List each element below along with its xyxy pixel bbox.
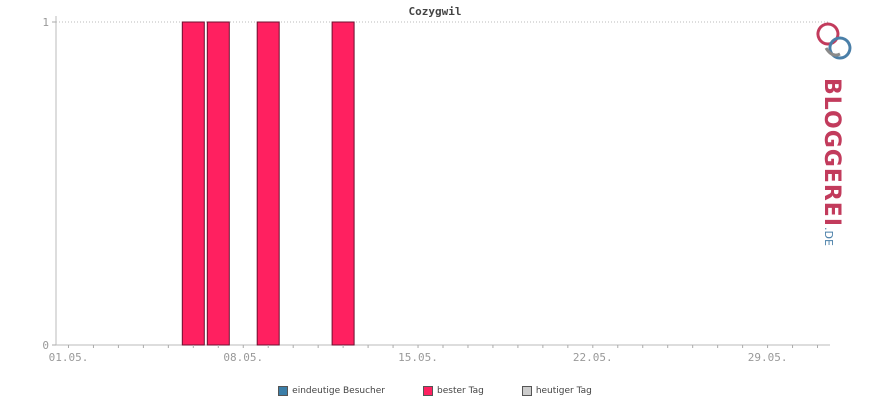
legend-label-visitors: eindeutige Besucher xyxy=(292,386,385,396)
x-tick-label: 15.05. xyxy=(398,351,438,364)
y-tick-label: 0 xyxy=(42,339,49,352)
legend-swatch-best-day xyxy=(423,386,433,396)
x-tick-label: 29.05. xyxy=(748,351,788,364)
bars-group xyxy=(181,21,355,346)
legend-swatch-today xyxy=(521,386,532,396)
logo-wordmark: BLOGGEREI.DE xyxy=(819,78,844,246)
chart: Cozygwil 01.05. 08.05. 15.05. 22.05. 29.05. … xyxy=(42,5,830,364)
legend-label-today: heutiger Tag xyxy=(535,386,592,396)
legend-label-best-day: bester Tag xyxy=(437,386,484,396)
legend-swatch-visitors xyxy=(278,386,289,396)
legend-item-best-day: bester Tag xyxy=(423,383,484,399)
x-tick-label: 08.05. xyxy=(223,351,263,364)
bar xyxy=(206,21,230,346)
logo-text: BLOGGEREI.DE xyxy=(808,78,848,246)
legend: eindeutige Besucher bester Tag heutiger … xyxy=(0,383,870,399)
legend-item-visitors: eindeutige Besucher xyxy=(278,383,385,399)
bar xyxy=(331,21,355,346)
y-ticks-group: 01 xyxy=(42,16,56,352)
logo-mark-icon xyxy=(816,22,852,60)
chart-title: Cozygwil xyxy=(409,5,462,18)
bar xyxy=(256,21,280,346)
y-tick-label: 1 xyxy=(42,16,49,29)
bar xyxy=(181,21,205,346)
bloggerei-logo: BLOGGEREI.DE xyxy=(808,18,868,246)
x-ticks-group: 01.05. 08.05. 15.05. 22.05. 29.05. xyxy=(49,345,819,364)
x-tick-label: 22.05. xyxy=(573,351,613,364)
legend-item-today: heutiger Tag xyxy=(521,383,592,399)
x-tick-label: 01.05. xyxy=(49,351,89,364)
